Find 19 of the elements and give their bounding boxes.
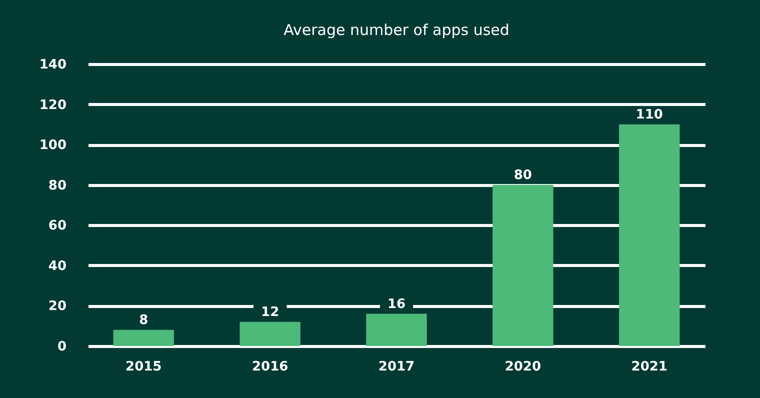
data-label: 8	[139, 312, 148, 328]
x-tick-label: 2016	[252, 360, 288, 374]
y-tick-label: 0	[57, 340, 66, 354]
y-tick-label: 40	[48, 258, 66, 274]
chart-title: Average number of apps used	[284, 21, 510, 39]
x-tick-label: 2021	[631, 360, 668, 374]
y-tick-label: 20	[48, 299, 66, 314]
y-tick-label: 80	[48, 178, 66, 194]
x-tick-label: 2020	[504, 360, 542, 374]
data-label: 12	[261, 304, 280, 320]
data-label: 110	[636, 107, 663, 122]
y-tick-label: 100	[39, 138, 66, 154]
data-label: 80	[514, 168, 532, 183]
y-tick-label: 140	[39, 58, 66, 72]
data-label: 16	[387, 296, 406, 312]
y-tick-label: 120	[39, 98, 66, 113]
x-tick-label: 2015	[126, 360, 162, 374]
x-tick-label: 2017	[378, 360, 415, 374]
y-tick-label: 60	[48, 218, 66, 234]
